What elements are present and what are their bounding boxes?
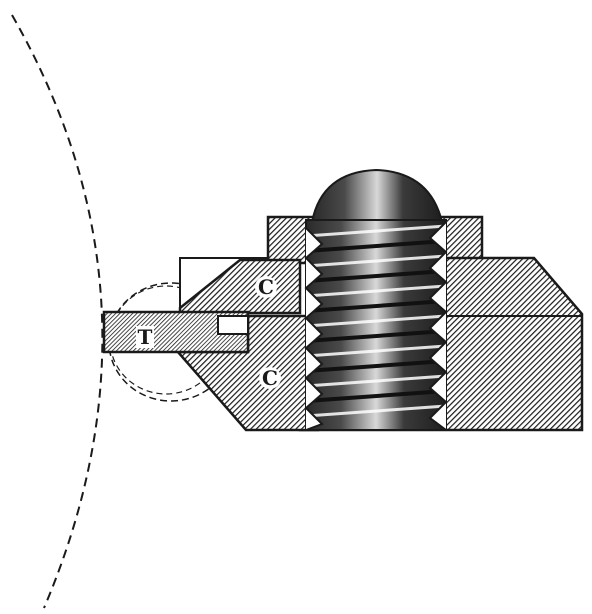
tool-label: T <box>136 325 154 349</box>
upper-clamp-label: C <box>255 276 277 298</box>
screw-thread-profile-left <box>304 227 324 431</box>
workpiece-arc <box>11 14 104 609</box>
screw-head-dome <box>310 168 444 223</box>
tool-tip-notch <box>217 315 249 335</box>
lower-clamp-label: C <box>259 367 281 389</box>
screw-thread-profile-right <box>428 221 448 431</box>
screw <box>304 168 448 431</box>
screw-threads <box>305 224 447 418</box>
